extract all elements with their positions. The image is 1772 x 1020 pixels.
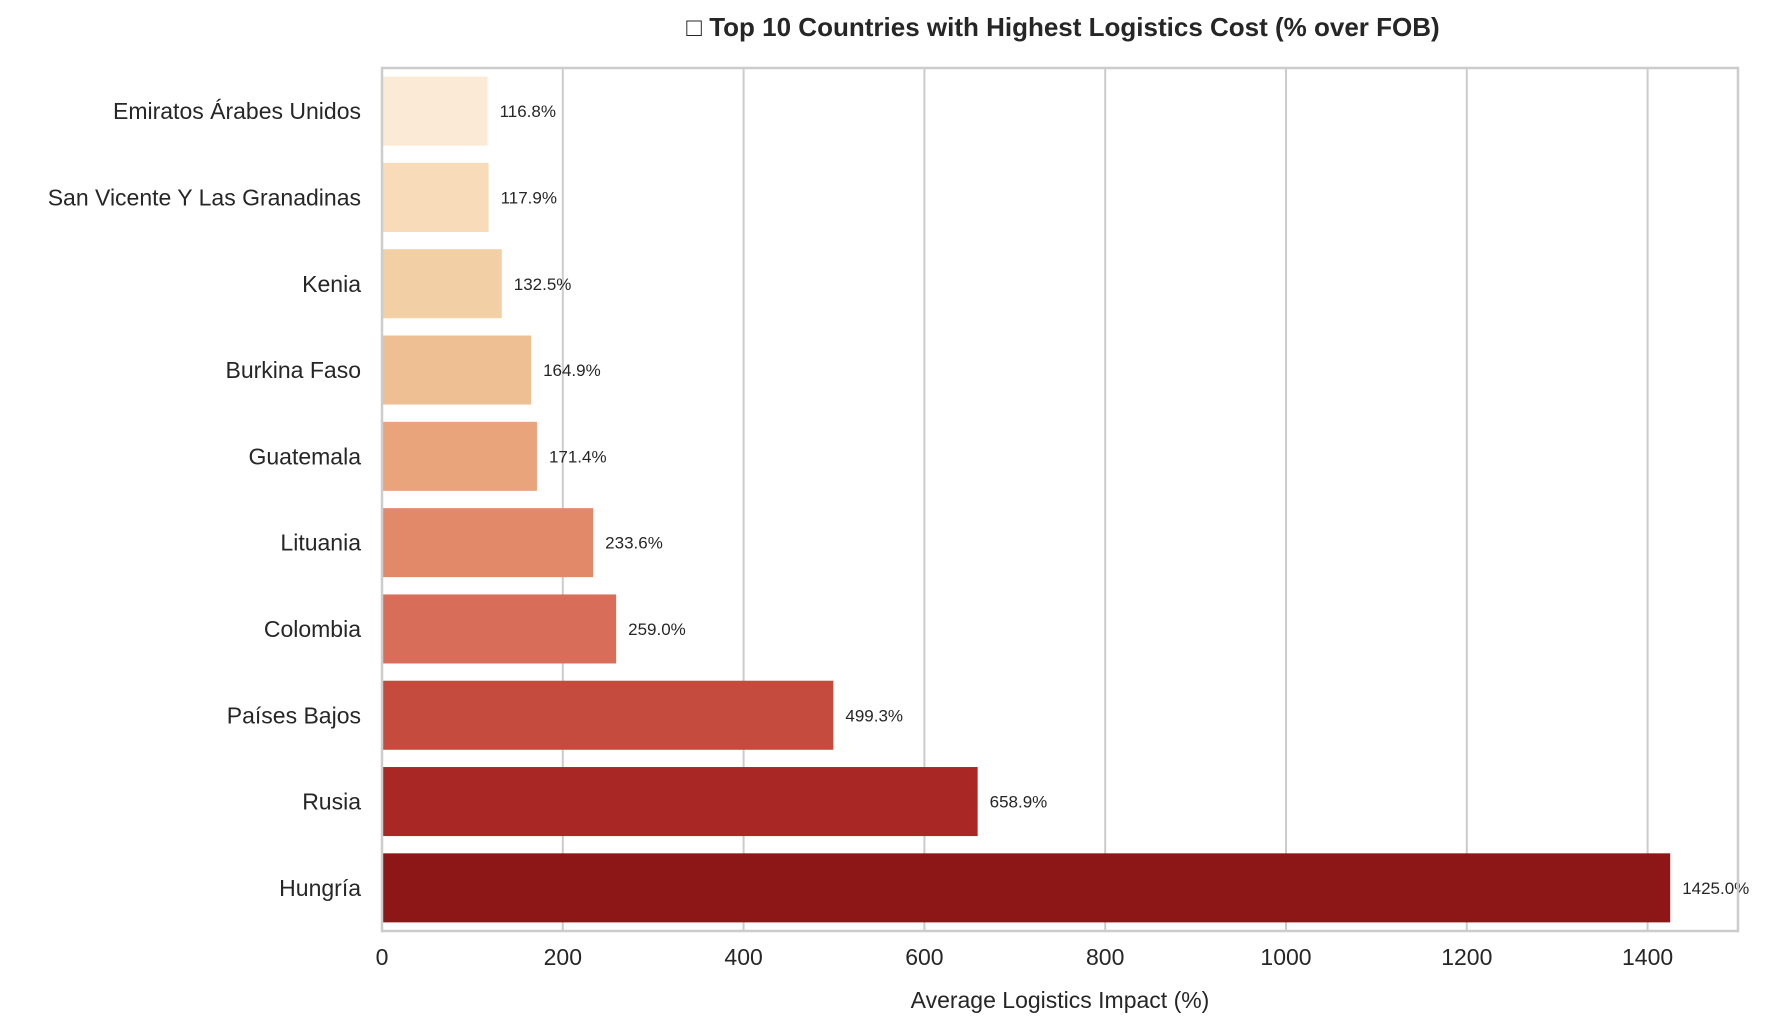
- plot-frame: [380, 66, 1740, 933]
- bar: [382, 335, 532, 405]
- bars: [382, 76, 1671, 923]
- x-tick-label: 0: [376, 944, 389, 970]
- data-label: 1425.0%: [1682, 879, 1749, 898]
- y-tick-label: Rusia: [302, 789, 361, 815]
- y-tick-label: Lituania: [280, 530, 361, 556]
- x-axis-ticks: 0 200 400 600 800 1000 1200 1400: [376, 944, 1674, 970]
- y-tick-label: Países Bajos: [227, 702, 361, 728]
- bar: [382, 421, 537, 491]
- y-tick-label: Burkina Faso: [225, 357, 361, 383]
- x-tick-label: 800: [1086, 944, 1124, 970]
- bar: [382, 594, 617, 664]
- bar: [382, 853, 1671, 923]
- y-tick-label: San Vicente Y Las Granadinas: [48, 184, 361, 210]
- y-tick-label: Kenia: [302, 271, 361, 297]
- x-tick-label: 600: [905, 944, 943, 970]
- bar: [382, 680, 834, 750]
- y-tick-label: Colombia: [264, 616, 361, 642]
- chart-title: □ Top 10 Countries with Highest Logistic…: [686, 12, 1439, 42]
- data-label: 117.9%: [501, 188, 557, 207]
- data-label: 171.4%: [549, 447, 607, 466]
- x-tick-label: 400: [724, 944, 762, 970]
- bar: [382, 767, 978, 837]
- bar: [382, 249, 502, 319]
- data-labels: 116.8% 117.9% 132.5% 164.9% 171.4% 233.6% 259.…: [500, 102, 1750, 898]
- data-label: 259.0%: [628, 620, 686, 639]
- x-tick-label: 1000: [1260, 944, 1311, 970]
- data-label: 132.5%: [514, 275, 572, 294]
- data-label: 164.9%: [543, 361, 601, 380]
- bar: [382, 162, 489, 232]
- bar: [382, 508, 594, 578]
- data-label: 233.6%: [605, 534, 663, 553]
- data-label: 116.8%: [500, 102, 556, 121]
- bar: [382, 76, 488, 146]
- gridlines: [381, 68, 1649, 931]
- x-tick-label: 1400: [1622, 944, 1673, 970]
- x-axis-label: Average Logistics Impact (%): [911, 987, 1210, 1013]
- y-axis-labels: Emiratos Árabes Unidos San Vicente Y Las …: [48, 98, 362, 901]
- data-label: 499.3%: [845, 706, 903, 725]
- y-tick-label: Guatemala: [248, 443, 361, 469]
- x-tick-label: 1200: [1441, 944, 1492, 970]
- data-label: 658.9%: [990, 793, 1048, 812]
- x-tick-label: 200: [544, 944, 582, 970]
- y-tick-label: Hungría: [279, 875, 361, 901]
- y-tick-label: Emiratos Árabes Unidos: [113, 98, 361, 124]
